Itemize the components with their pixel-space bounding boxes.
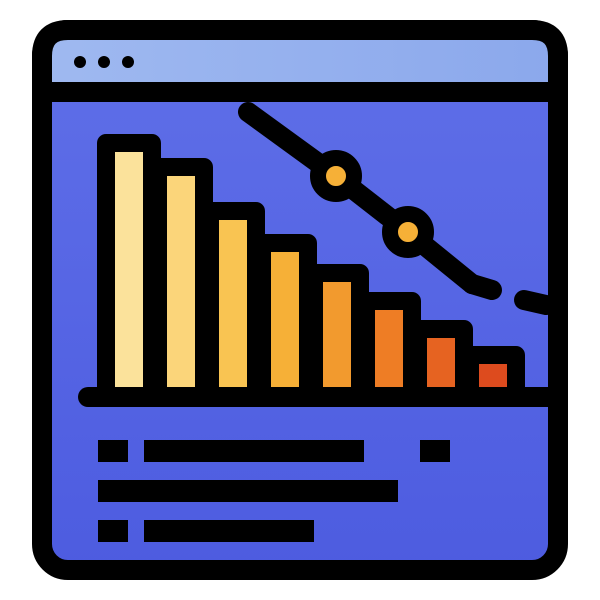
legend-bar xyxy=(420,440,450,462)
legend-bar xyxy=(98,440,128,462)
legend-bar xyxy=(144,440,364,462)
trend-marker-icon xyxy=(318,158,354,194)
window-dot-icon xyxy=(74,56,86,68)
analytics-window-icon: { "type": "infographic", "canvas": {"w":… xyxy=(0,0,600,600)
window-dot-icon xyxy=(122,56,134,68)
bar xyxy=(106,143,152,397)
bar xyxy=(418,329,464,397)
trend-marker-icon xyxy=(390,214,426,250)
trend-tail xyxy=(472,284,492,290)
bar xyxy=(158,167,204,397)
legend-bar xyxy=(98,520,128,542)
bar xyxy=(262,243,308,397)
bar xyxy=(210,211,256,397)
window-titlebar xyxy=(42,30,558,92)
window-dot-icon xyxy=(98,56,110,68)
trend-dash xyxy=(524,300,546,305)
legend-bar xyxy=(98,480,398,502)
icon-svg xyxy=(0,0,600,600)
bar xyxy=(366,301,412,397)
legend-bar xyxy=(144,520,314,542)
bar xyxy=(314,273,360,397)
